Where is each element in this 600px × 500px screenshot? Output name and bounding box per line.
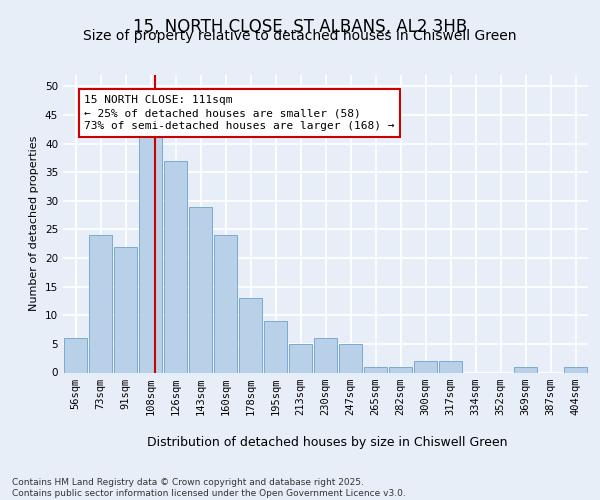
Text: 15 NORTH CLOSE: 111sqm
← 25% of detached houses are smaller (58)
73% of semi-det: 15 NORTH CLOSE: 111sqm ← 25% of detached… (84, 95, 395, 132)
Bar (514, 367, 537, 372)
Bar (89, 235, 112, 372)
Bar (114, 246, 137, 372)
Bar (164, 161, 187, 372)
Bar (264, 321, 287, 372)
Bar (314, 338, 337, 372)
Bar (139, 132, 162, 372)
Bar (389, 367, 412, 372)
Y-axis label: Number of detached properties: Number of detached properties (29, 136, 40, 312)
Bar (564, 367, 587, 372)
Bar (64, 338, 87, 372)
Bar (239, 298, 262, 372)
Bar (364, 367, 387, 372)
Bar (214, 235, 237, 372)
Bar (414, 361, 437, 372)
Text: Size of property relative to detached houses in Chiswell Green: Size of property relative to detached ho… (83, 29, 517, 43)
Text: Distribution of detached houses by size in Chiswell Green: Distribution of detached houses by size … (147, 436, 507, 449)
Text: 15, NORTH CLOSE, ST ALBANS, AL2 3HB: 15, NORTH CLOSE, ST ALBANS, AL2 3HB (133, 18, 467, 36)
Bar (189, 206, 212, 372)
Bar (289, 344, 312, 372)
Bar (339, 344, 362, 372)
Bar (439, 361, 462, 372)
Text: Contains HM Land Registry data © Crown copyright and database right 2025.
Contai: Contains HM Land Registry data © Crown c… (12, 478, 406, 498)
